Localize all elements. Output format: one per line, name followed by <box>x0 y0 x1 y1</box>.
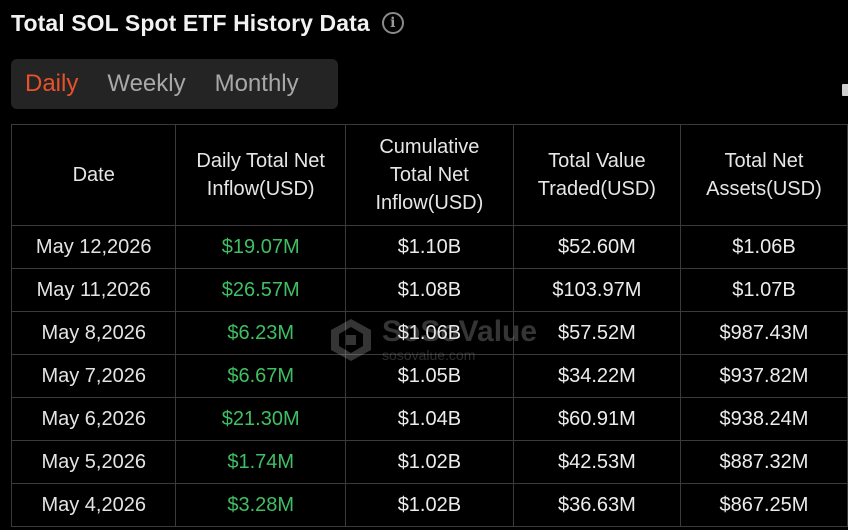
header-assets-label: Total Net Assets(USD) <box>706 150 822 200</box>
cell-cumulative: $1.10B <box>344 225 514 269</box>
cell-traded: $57.52M <box>512 311 681 355</box>
table-row: May 7,2026 $6.67M $1.05B $34.22M $937.82… <box>10 354 848 398</box>
cell-cumulative: $1.05B <box>344 354 514 398</box>
table-row: May 4,2026 $3.28M $1.02B $36.63M $867.25… <box>10 483 848 527</box>
cell-traded: $42.53M <box>512 440 681 484</box>
cell-daily-inflow: $6.23M <box>175 311 346 355</box>
etf-history-table: Date Daily Total Net Inflow(USD) Cumulat… <box>10 124 848 527</box>
cell-assets: $1.06B <box>679 225 848 269</box>
header-traded[interactable]: Total Value Traded(USD) <box>512 124 681 226</box>
header-traded-label: Total Value Traded(USD) <box>537 150 656 200</box>
header-daily-inflow-label: Daily Total Net Inflow(USD) <box>196 150 325 200</box>
cell-date: May 4,2026 <box>10 483 177 527</box>
period-tabs: Daily Weekly Monthly <box>11 59 338 109</box>
cell-date: May 8,2026 <box>10 311 177 355</box>
header-date[interactable]: Date <box>10 124 177 226</box>
page-title: Total SOL Spot ETF History Data <box>11 9 370 36</box>
cell-date: May 6,2026 <box>10 397 177 441</box>
cell-date: May 7,2026 <box>10 354 177 398</box>
cell-cumulative: $1.04B <box>344 397 514 441</box>
tab-weekly[interactable]: Weekly <box>107 70 186 97</box>
info-icon[interactable]: i <box>381 12 404 34</box>
cell-daily-inflow: $1.74M <box>175 440 346 484</box>
cell-assets: $937.82M <box>679 354 848 398</box>
table-header-row: Date Daily Total Net Inflow(USD) Cumulat… <box>10 124 848 226</box>
cell-date: May 12,2026 <box>10 225 177 269</box>
table-row: May 12,2026 $19.07M $1.10B $52.60M $1.06… <box>10 225 848 269</box>
cell-date: May 11,2026 <box>10 268 177 312</box>
tab-daily[interactable]: Daily <box>25 70 79 97</box>
cell-assets: $1.07B <box>679 268 848 312</box>
cell-traded: $52.60M <box>512 225 681 269</box>
cell-cumulative: $1.02B <box>344 440 514 484</box>
cell-traded: $103.97M <box>512 268 681 312</box>
cell-assets: $867.25M <box>679 483 848 527</box>
title-bar: Total SOL Spot ETF History Data i <box>11 8 404 38</box>
cell-cumulative: $1.08B <box>344 268 514 312</box>
cell-cumulative: $1.06B <box>344 311 514 355</box>
cell-traded: $36.63M <box>512 483 681 527</box>
scroll-edge-indicator[interactable] <box>842 84 848 96</box>
cell-date: May 5,2026 <box>10 440 177 484</box>
cell-daily-inflow: $3.28M <box>175 483 346 527</box>
header-cumulative[interactable]: Cumulative Total Net Inflow(USD) <box>344 124 514 226</box>
cell-traded: $60.91M <box>512 397 681 441</box>
table-row: May 8,2026 $6.23M $1.06B $57.52M $987.43… <box>10 311 848 355</box>
cell-daily-inflow: $6.67M <box>175 354 346 398</box>
cell-daily-inflow: $21.30M <box>175 397 346 441</box>
cell-traded: $34.22M <box>512 354 681 398</box>
cell-daily-inflow: $26.57M <box>175 268 346 312</box>
header-assets[interactable]: Total Net Assets(USD) <box>679 124 848 226</box>
cell-daily-inflow: $19.07M <box>175 225 346 269</box>
cell-assets: $938.24M <box>679 397 848 441</box>
tab-monthly[interactable]: Monthly <box>214 70 299 97</box>
header-cumulative-label: Cumulative Total Net Inflow(USD) <box>375 136 484 214</box>
table-row: May 11,2026 $26.57M $1.08B $103.97M $1.0… <box>10 268 848 312</box>
table-row: May 6,2026 $21.30M $1.04B $60.91M $938.2… <box>10 397 848 441</box>
cell-cumulative: $1.02B <box>344 483 514 527</box>
header-daily-inflow[interactable]: Daily Total Net Inflow(USD) <box>175 124 346 226</box>
cell-assets: $987.43M <box>679 311 848 355</box>
table-row: May 5,2026 $1.74M $1.02B $42.53M $887.32… <box>10 440 848 484</box>
cell-assets: $887.32M <box>679 440 848 484</box>
